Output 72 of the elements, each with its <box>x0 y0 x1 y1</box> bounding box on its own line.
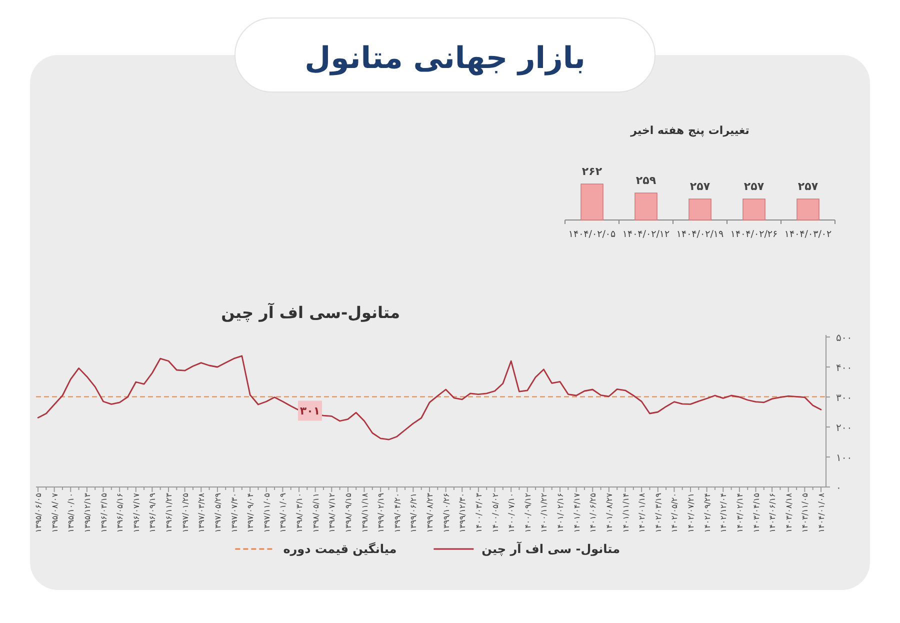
x-tick-label: ۱۴۰۰/۰۷/۱۰ <box>507 493 516 533</box>
x-tick-label: ۱۴۰۳/۰۶/۱۶ <box>768 493 778 533</box>
data-label: ۲۶۲ <box>582 165 602 178</box>
x-tick-label: ۱۳۹۹/۰۴/۲۰ <box>392 493 402 533</box>
x-tick-label: ۱۳۹۷/۰۱/۲۵ <box>180 493 190 533</box>
x-tick-label: ۱۴۰۳/۰۴/۱۵ <box>752 493 761 533</box>
x-tick-label: ۱۴۰۴/۰۲/۰۵ <box>568 229 616 240</box>
x-tick-label: ۱۴۰۲/۱۲/۰۴ <box>719 493 728 533</box>
x-tick-label: ۱۳۹۸/۱۱/۱۸ <box>360 492 370 533</box>
legend-label: متانول- سی اف آر چین <box>482 541 620 556</box>
x-tick-label: ۱۳۹۸/۰۹/۱۵ <box>344 493 353 533</box>
data-label: ۲۵۷ <box>744 180 764 193</box>
x-tick-label: ۱۳۹۹/۰۶/۲۱ <box>409 493 418 533</box>
data-label: ۲۵۷ <box>690 180 710 193</box>
line-series <box>37 355 822 440</box>
x-tick-label: ۱۴۰۱/۰۴/۱۷ <box>572 492 582 533</box>
x-tick-label: ۱۳۹۷/۰۹/۰۴ <box>246 493 256 533</box>
chart-subtitle: تغییرات پنج هفته اخیر <box>630 124 750 137</box>
x-tick-label: ۱۳۹۹/۰۸/۲۳ <box>426 492 434 533</box>
x-tick-label: ۱۴۰۲/۰۵/۲۰ <box>670 493 680 533</box>
y-tick-label: ۲۰۰ <box>836 423 852 434</box>
x-tick-label: ۱۴۰۴/۰۱/۰۸ <box>817 492 826 533</box>
data-label: ۲۵۷ <box>798 180 818 193</box>
x-tick-label: ۱۳۹۶/۰۷/۱۷ <box>132 492 141 533</box>
x-tick-label: ۱۴۰۲/۰۱/۱۸ <box>638 492 647 533</box>
x-tick-label: ۱۴۰۲/۰۹/۲۴ <box>702 493 712 533</box>
x-tick-label: ۱۳۹۸/۰۵/۱۱ <box>311 493 320 533</box>
chart-title: متانول-سی اف آر چین <box>221 302 400 322</box>
x-tick-label: ۱۳۹۸/۰۷/۱۲ <box>328 493 337 533</box>
x-tick-label: ۱۴۰۱/۱۱/۱۴ <box>621 493 630 533</box>
x-tick-label: ۱۴۰۱/۰۲/۱۶ <box>556 493 565 533</box>
y-tick-label: ۳۰۰ <box>836 393 852 404</box>
x-tick-label: ۱۴۰۰/۰۵/۰۲ <box>490 493 500 533</box>
x-tick-label: ۱۴۰۴/۰۲/۱۲ <box>622 229 670 240</box>
x-tick-label: ۱۳۹۹/۱۲/۳۰ <box>458 493 468 533</box>
x-tick-label: ۱۳۹۷/۱۱/۰۵ <box>262 493 272 533</box>
x-tick-label: ۱۴۰۰/۱۱/۲۲ <box>540 493 549 533</box>
x-tick-label: ۱۴۰۱/۰۸/۲۷ <box>604 492 614 533</box>
x-tick-label: ۱۳۹۶/۰۵/۱۶ <box>116 493 125 533</box>
y-tick-label: ۵۰۰ <box>836 333 852 344</box>
legend-label: میانگین قیمت دوره <box>283 542 397 556</box>
data-label: ۲۵۹ <box>636 174 656 187</box>
x-tick-label: ۱۴۰۳/۰۸/۱۸ <box>784 492 794 533</box>
x-tick-label: ۱۴۰۳/۰۲/۱۴ <box>735 493 744 533</box>
x-tick-label: ۱۴۰۳/۱۱/۰۵ <box>800 493 810 533</box>
x-tick-label: ۱۳۹۷/۰۳/۲۸ <box>197 492 206 533</box>
x-tick-label: ۱۳۹۹/۰۲/۱۹ <box>376 493 386 533</box>
x-tick-label: ۱۳۹۷/۰۷/۳۰ <box>230 493 239 533</box>
x-tick-label: ۱۴۰۴/۰۲/۲۶ <box>730 229 778 240</box>
x-tick-label: ۱۴۰۰/۰۹/۱۲ <box>523 493 532 533</box>
x-tick-label: ۱۳۹۹/۱۰/۲۶ <box>442 493 451 533</box>
x-tick-label: ۱۳۹۵/۰۸/۰۷ <box>50 492 60 533</box>
x-tick-label: ۱۳۹۶/۰۹/۱۹ <box>148 493 158 533</box>
y-tick-label: ۱۰۰ <box>836 453 852 464</box>
x-tick-label: ۱۴۰۲/۰۳/۱۹ <box>654 493 663 533</box>
x-tick-label: ۱۴۰۲/۰۷/۲۱ <box>686 493 696 533</box>
x-tick-label: ۱۳۹۶/۱۱/۲۳ <box>164 492 174 533</box>
x-tick-label: ۱۳۹۸/۰۱/۰۹ <box>278 493 288 533</box>
x-tick-label: ۱۳۹۵/۱۲/۱۳ <box>82 492 92 533</box>
annotation: ۳۰۱ <box>300 404 320 418</box>
x-tick-label: ۱۴۰۴/۰۲/۱۹ <box>676 229 724 240</box>
x-tick-label: ۱۳۹۷/۰۵/۲۹ <box>213 493 222 533</box>
y-tick-label: ۴۰۰ <box>836 363 852 374</box>
chart-title: بازار جهانی متانول <box>304 41 586 76</box>
x-tick-label: ۱۳۹۸/۰۳/۱۰ <box>295 493 304 533</box>
x-tick-label: ۱۴۰۰/۰۳/۰۳ <box>474 492 484 533</box>
x-tick-label: ۱۳۹۶/۰۳/۱۵ <box>99 493 108 533</box>
x-tick-label: ۱۳۹۵/۱۰/۱۰ <box>66 493 76 533</box>
x-tick-label: ۱۴۰۱/۰۶/۲۵ <box>588 493 598 533</box>
x-tick-label: ۱۳۹۵/۰۶/۰۵ <box>34 493 43 533</box>
x-tick-label: ۱۴۰۴/۰۳/۰۲ <box>784 229 832 240</box>
y-tick-label: ۰ <box>836 483 842 494</box>
